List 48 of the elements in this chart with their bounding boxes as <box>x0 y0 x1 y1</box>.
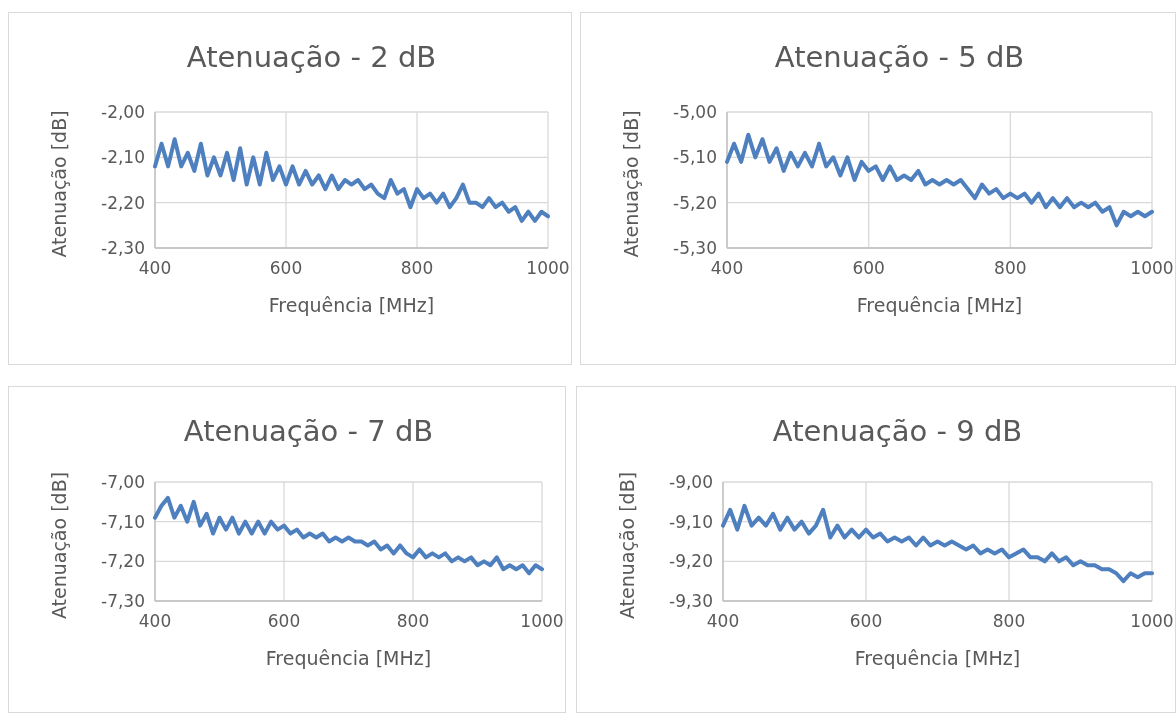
x-axis-title: Frequência [MHz] <box>854 647 1021 669</box>
y-tick-label: -9,30 <box>669 590 713 611</box>
x-tick-label: 600 <box>852 258 885 278</box>
line-series <box>153 137 550 223</box>
y-axis-title: Atenuação [dB] <box>48 110 70 258</box>
y-tick-label: -9,10 <box>669 511 713 532</box>
x-axis-title: Frequência [MHz] <box>856 294 1023 316</box>
y-tick-label: -2,00 <box>101 101 145 122</box>
line-series <box>153 495 544 576</box>
y-tick-label: -7,30 <box>101 590 145 611</box>
x-tick-label: 600 <box>269 258 303 278</box>
line-series <box>721 503 1154 584</box>
x-tick-label: 400 <box>710 258 744 278</box>
x-tick-label: 1000 <box>1130 611 1174 631</box>
x-tick-label: 400 <box>138 258 172 278</box>
line-series <box>725 132 1154 228</box>
x-tick-label: 800 <box>994 258 1027 278</box>
chart-title: Atenuação - 7 dB <box>183 414 434 448</box>
chart-title: Atenuação - 2 dB <box>186 40 437 74</box>
y-tick-label: -2,20 <box>101 192 145 213</box>
y-tick-label: -5,10 <box>673 147 717 168</box>
x-tick-label: 1000 <box>520 611 564 631</box>
x-tick-label: 600 <box>849 611 883 631</box>
y-tick-label: -2,10 <box>101 147 145 168</box>
x-tick-label: 600 <box>267 611 301 631</box>
x-tick-label: 800 <box>992 611 1026 631</box>
y-tick-label: -7,00 <box>101 471 145 492</box>
y-tick-label: -9,20 <box>669 551 713 572</box>
y-tick-label: -7,10 <box>101 511 145 532</box>
y-tick-label: -5,20 <box>673 192 717 213</box>
y-tick-label: -5,30 <box>673 237 717 258</box>
y-axis-title: Atenuação [dB] <box>616 471 638 620</box>
x-axis-title: Frequência [MHz] <box>268 294 435 316</box>
x-tick-label: 1000 <box>1130 258 1174 278</box>
y-tick-label: -5,00 <box>673 101 717 122</box>
y-tick-label: -2,30 <box>101 237 145 258</box>
x-tick-label: 800 <box>396 611 430 631</box>
chart-title: Atenuação - 5 dB <box>774 40 1025 74</box>
chart-title: Atenuação - 9 dB <box>772 414 1023 448</box>
y-axis-title: Atenuação [dB] <box>48 471 70 620</box>
x-tick-label: 800 <box>400 258 434 278</box>
x-tick-label: 1000 <box>526 258 570 278</box>
y-tick-label: -9,00 <box>669 471 713 492</box>
y-tick-label: -7,20 <box>101 551 145 572</box>
x-tick-label: 400 <box>706 611 740 631</box>
x-axis-title: Frequência [MHz] <box>265 647 432 669</box>
y-axis-title: Atenuação [dB] <box>620 110 642 258</box>
x-tick-label: 400 <box>138 611 172 631</box>
